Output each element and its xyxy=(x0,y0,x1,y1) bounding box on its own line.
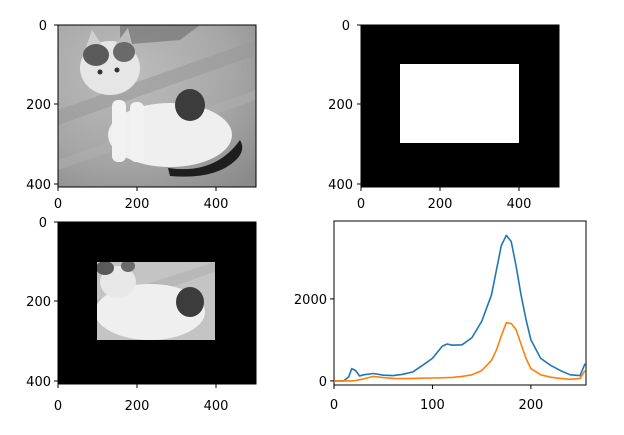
histogram-line-series-2 xyxy=(334,321,586,382)
histogram-series-group xyxy=(334,234,586,382)
panel1-ytick-200: 200 xyxy=(26,98,51,113)
histogram-xtick-label: 100 xyxy=(420,398,445,413)
histogram-line-series-1 xyxy=(334,234,586,382)
panel3-ytick-200: 200 xyxy=(26,295,51,310)
panel2-axes: 0 200 400 0 200 400 xyxy=(328,19,531,212)
panel-cat-image xyxy=(57,24,257,188)
panel2-xtick-0: 0 xyxy=(357,197,365,212)
panel1-ytick-0: 0 xyxy=(39,19,47,34)
histogram-ytick-label: 2000 xyxy=(294,293,327,308)
panel3-xtick-400: 400 xyxy=(204,399,229,414)
panel3-ytick-400: 400 xyxy=(26,375,51,390)
panel3-xtick-200: 200 xyxy=(125,399,150,414)
cat-silhouette xyxy=(80,28,243,177)
panel1-xtick-0: 0 xyxy=(54,197,62,212)
panel2-ytick-400: 400 xyxy=(328,178,353,193)
panel-masked-image xyxy=(57,221,257,385)
histogram-ytick-label: 0 xyxy=(319,375,327,390)
panel2-xtick-200: 200 xyxy=(428,197,453,212)
panel-mask-image xyxy=(360,24,560,188)
panel3-ytick-0: 0 xyxy=(39,216,47,231)
panel1-xtick-200: 200 xyxy=(125,197,150,212)
panel2-ytick-0: 0 xyxy=(342,19,350,34)
panel1-axes: 0 200 400 0 200 400 xyxy=(26,19,228,212)
mask-window xyxy=(400,64,519,143)
panel2-ytick-200: 200 xyxy=(328,98,353,113)
panel2-xtick-400: 400 xyxy=(507,197,532,212)
panel3-axes: 0 200 400 0 200 400 xyxy=(26,216,228,414)
panel3-xtick-0: 0 xyxy=(54,399,62,414)
panel1-xtick-400: 400 xyxy=(204,197,229,212)
histogram-frame xyxy=(333,220,587,386)
panel1-ytick-400: 400 xyxy=(26,178,51,193)
histogram-xtick-label: 0 xyxy=(330,398,338,413)
histogram-xtick-label: 200 xyxy=(518,398,543,413)
